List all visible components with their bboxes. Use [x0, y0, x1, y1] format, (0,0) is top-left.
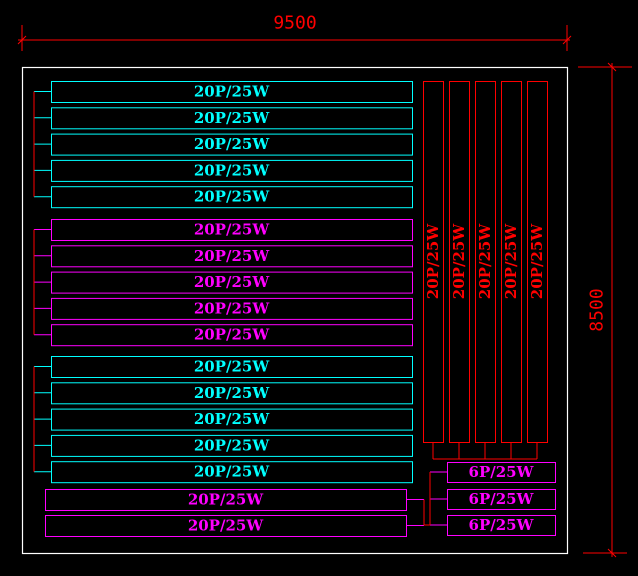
fixture-20p-25w[interactable]: 20P/25W [51, 408, 413, 431]
fixture-label: 20P/25W [194, 384, 271, 402]
fixture-6p-25w[interactable]: 6P/25W [447, 489, 556, 510]
fixture-label: 20P/25W [450, 223, 468, 300]
fixture-label: 20P/25W [502, 223, 520, 300]
fixture-label: 20P/25W [194, 135, 271, 153]
fixture-label: 20P/25W [194, 247, 271, 265]
fixture-label: 20P/25W [476, 223, 494, 300]
fixture-label: 20P/25W [194, 358, 271, 376]
fixture-outline [51, 434, 413, 457]
fixture-6p-25w[interactable]: 6P/25W [447, 515, 556, 536]
height-dimension [578, 62, 632, 558]
fixture-outline [51, 219, 413, 241]
fixture-label: 20P/25W [194, 83, 271, 101]
fixture-20p-25w[interactable]: 20P/25W [51, 245, 413, 268]
fixture-20p-25w[interactable]: 20P/25W [45, 489, 407, 511]
fixture-20p-25w[interactable]: 20P/25W [51, 297, 413, 320]
fixture-vertical-20p-25w[interactable]: 20P/25W [475, 81, 496, 443]
fixture-label: 20P/25W [194, 221, 271, 239]
fixture-label: 20P/25W [188, 491, 265, 509]
width-dimension [17, 25, 572, 51]
fixture-label: 6P/25W [469, 516, 535, 534]
fixture-label: 20P/25W [194, 161, 271, 179]
fixture-20p-25w[interactable]: 20P/25W [51, 81, 413, 103]
room-outline [21, 66, 569, 555]
fixture-outline [51, 245, 413, 268]
fixture-outline [447, 462, 556, 483]
fixture-6p-25w[interactable]: 6P/25W [447, 462, 556, 483]
width-dimension-text: 9500 [273, 13, 316, 34]
fixture-20p-25w[interactable]: 20P/25W [51, 461, 413, 484]
fixture-outline [447, 489, 556, 510]
fixture-outline [51, 356, 413, 378]
fixture-label: 20P/25W [194, 188, 271, 206]
fixture-label: 6P/25W [469, 490, 535, 508]
fixture-20p-25w[interactable]: 20P/25W [51, 186, 413, 209]
fixture-vertical-20p-25w[interactable]: 20P/25W [527, 81, 548, 443]
fixture-outline [51, 133, 413, 156]
fixture-label: 20P/25W [424, 223, 442, 300]
fixture-20p-25w[interactable]: 20P/25W [51, 382, 413, 405]
fixture-label: 20P/25W [194, 436, 271, 454]
fixture-20p-25w[interactable]: 20P/25W [51, 434, 413, 457]
fixture-outline [51, 382, 413, 405]
fixture-label: 20P/25W [194, 463, 271, 481]
fixture-outline [51, 271, 413, 294]
fixture-20p-25w[interactable]: 20P/25W [45, 515, 407, 537]
fixture-label: 20P/25W [188, 517, 265, 535]
fixture-20p-25w[interactable]: 20P/25W [51, 356, 413, 378]
fixture-outline [51, 107, 413, 130]
fixture-20p-25w[interactable]: 20P/25W [51, 219, 413, 241]
fixture-label: 20P/25W [194, 109, 271, 127]
fixture-outline [51, 408, 413, 431]
fixture-20p-25w[interactable]: 20P/25W [51, 159, 413, 182]
fixture-outline [51, 324, 413, 347]
fixture-label: 20P/25W [194, 273, 271, 291]
fixture-label: 6P/25W [469, 463, 535, 481]
fixture-outline [447, 515, 556, 536]
fixture-outline [51, 159, 413, 182]
fixture-outline [51, 186, 413, 209]
fixture-outline [51, 81, 413, 103]
fixture-label: 20P/25W [194, 410, 271, 428]
fixture-vertical-20p-25w[interactable]: 20P/25W [449, 81, 470, 443]
height-dimension-text: 8500 [587, 288, 608, 331]
fixture-label: 20P/25W [194, 326, 271, 344]
fixture-20p-25w[interactable]: 20P/25W [51, 271, 413, 294]
fixture-vertical-20p-25w[interactable]: 20P/25W [423, 81, 444, 443]
fixture-label: 20P/25W [528, 223, 546, 300]
fixture-vertical-20p-25w[interactable]: 20P/25W [501, 81, 522, 443]
fixture-outline [51, 461, 413, 484]
fixture-20p-25w[interactable]: 20P/25W [51, 324, 413, 347]
fixture-label: 20P/25W [194, 299, 271, 317]
fixture-20p-25w[interactable]: 20P/25W [51, 107, 413, 130]
fixture-20p-25w[interactable]: 20P/25W [51, 133, 413, 156]
fixture-outline [51, 297, 413, 320]
